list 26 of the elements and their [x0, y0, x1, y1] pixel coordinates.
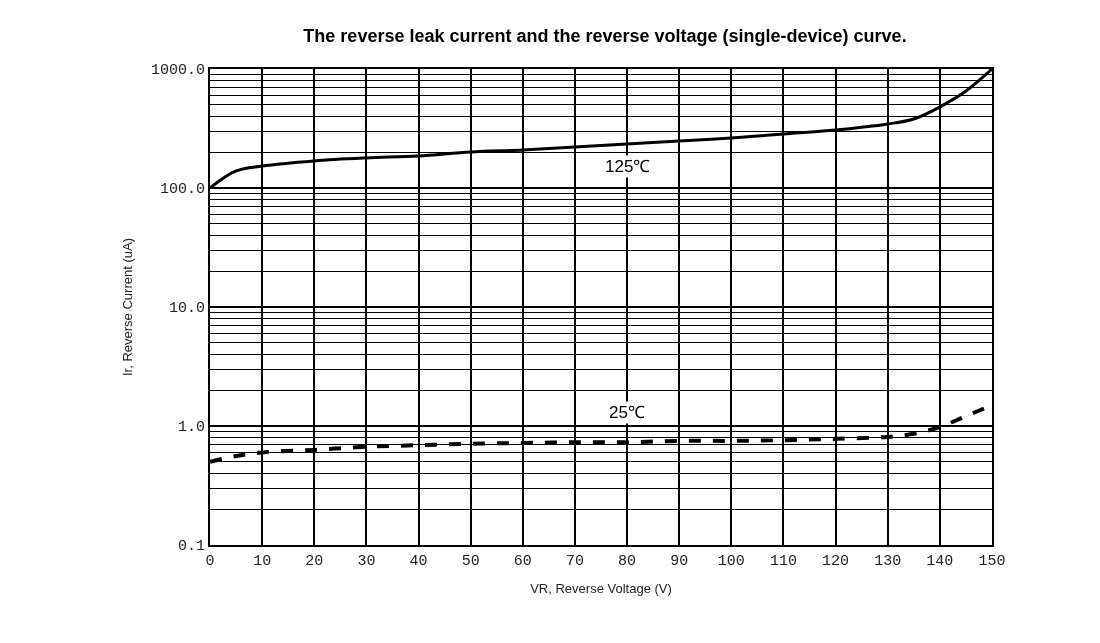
x-tick-label: 30: [357, 553, 376, 570]
x-tick-label: 80: [618, 553, 637, 570]
y-axis-title: Ir, Reverse Current (uA): [120, 238, 136, 376]
annotation: 25℃: [609, 403, 645, 422]
x-tick-label: 150: [978, 553, 1006, 570]
x-tick-label: 10: [253, 553, 272, 570]
annotation: 125℃: [605, 157, 651, 176]
chart-title: The reverse leak current and the reverse voltage (single-device) curve.: [303, 25, 907, 46]
x-tick-label: 130: [874, 553, 902, 570]
x-tick-label: 140: [926, 553, 954, 570]
x-tick-label: 0: [205, 553, 215, 570]
x-tick-label: 50: [461, 553, 480, 570]
x-tick-label: 20: [305, 553, 324, 570]
x-tick-label: 70: [565, 553, 584, 570]
x-axis-title: VR, Reverse Voltage (V): [530, 581, 672, 597]
x-tick-label: 100: [717, 553, 745, 570]
x-tick-label: 110: [769, 553, 797, 570]
y-tick-label: 1.0: [177, 419, 205, 437]
x-tick-label: 40: [409, 553, 428, 570]
y-tick-label: 1000.0: [150, 62, 205, 80]
x-tick-label: 60: [513, 553, 532, 570]
x-tick-label: 120: [822, 553, 850, 570]
y-tick-label: 100.0: [159, 181, 205, 199]
y-tick-label: 0.1: [177, 538, 205, 556]
y-tick-label: 10.0: [168, 300, 205, 318]
x-tick-label: 90: [670, 553, 689, 570]
